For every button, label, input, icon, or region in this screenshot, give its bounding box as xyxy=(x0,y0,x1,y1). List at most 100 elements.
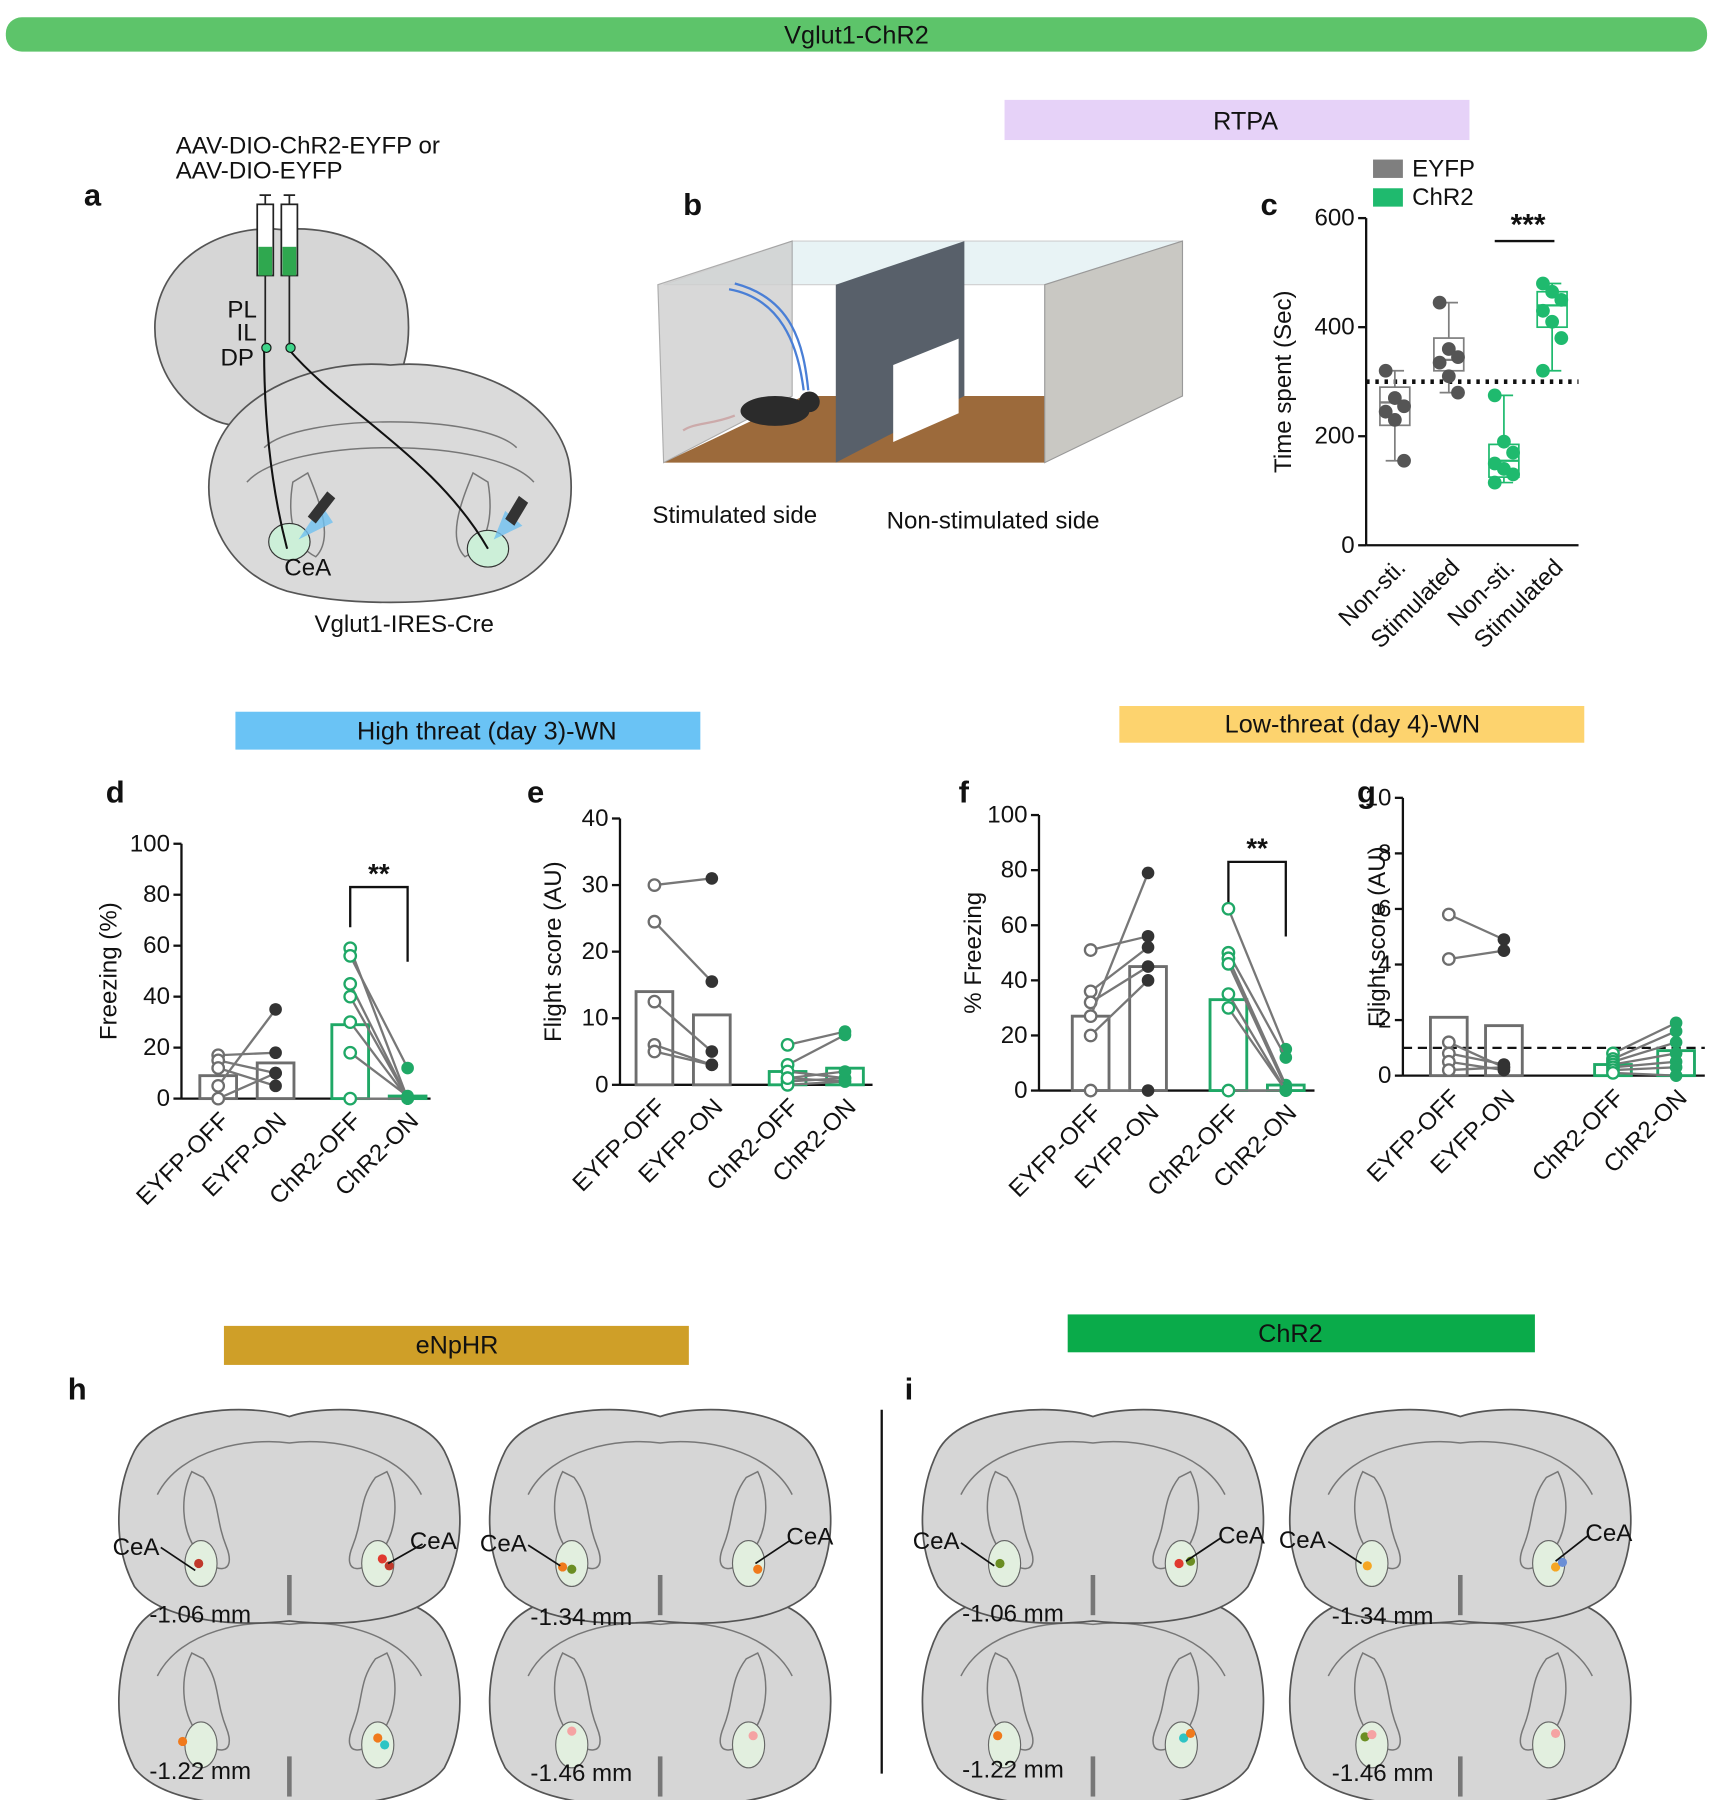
pair-line xyxy=(1227,963,1287,1089)
data-point xyxy=(1378,404,1393,419)
significance: ** xyxy=(368,858,390,889)
legend-label: EYFP xyxy=(1412,155,1475,182)
pair-line xyxy=(1089,872,1150,1017)
y-tick-label: 60 xyxy=(1001,912,1028,939)
data-point xyxy=(1554,331,1569,345)
panel-letter: f xyxy=(959,775,970,810)
atlas-i xyxy=(921,1408,1632,1800)
panel-letter: a xyxy=(84,178,102,213)
point-off xyxy=(1441,1063,1456,1077)
pair-line xyxy=(217,1008,277,1087)
y-tick-label: 0 xyxy=(1378,1062,1391,1089)
pair-line xyxy=(1612,1052,1677,1066)
point-off xyxy=(780,1037,795,1052)
point-off xyxy=(1083,1009,1098,1024)
region-label: IL xyxy=(237,319,257,346)
pair-line xyxy=(218,1051,276,1057)
data-point xyxy=(1487,388,1502,403)
banner xyxy=(235,711,701,750)
y-tick-label: 100 xyxy=(130,830,170,857)
atlas-h xyxy=(117,1408,832,1800)
target-label: CeA xyxy=(284,555,332,582)
pair-line xyxy=(349,1021,409,1100)
data-point xyxy=(1487,475,1502,490)
y-tick-label: 200 xyxy=(1314,423,1354,450)
panel-letter: d xyxy=(106,775,125,810)
pair-line xyxy=(1612,1060,1677,1069)
data-point xyxy=(1441,342,1456,356)
point-on xyxy=(838,1028,852,1042)
point-off xyxy=(211,1091,226,1106)
y-tick-label: 20 xyxy=(582,938,609,965)
banner-text: eNpHR xyxy=(416,1331,499,1359)
point-off xyxy=(1221,956,1236,971)
y-axis-label: % Freezing xyxy=(960,892,987,1014)
point-on xyxy=(1141,940,1155,954)
point-off xyxy=(1083,1083,1098,1098)
point-on xyxy=(838,1065,852,1078)
legend-label: ChR2 xyxy=(1412,184,1474,211)
point-on xyxy=(1497,944,1511,957)
point-off xyxy=(647,878,662,892)
y-axis-label: Freezing (%) xyxy=(96,902,123,1040)
y-tick-label: 4 xyxy=(1378,951,1391,978)
figure-title: Vglut1-ChR2 xyxy=(784,22,929,50)
data-point xyxy=(1536,363,1550,378)
y-tick-label: 30 xyxy=(582,872,609,899)
data-point xyxy=(1506,467,1520,482)
point-on xyxy=(269,1003,282,1016)
legend-swatch xyxy=(1373,159,1403,178)
point-off xyxy=(343,1045,358,1060)
significance: *** xyxy=(1511,209,1546,242)
pair-line xyxy=(787,1033,846,1066)
data-point xyxy=(1432,355,1447,370)
pair-line xyxy=(1090,965,1149,1004)
level-label: -1.06 mm xyxy=(962,1601,1064,1628)
point-on xyxy=(1669,1024,1683,1038)
side-label: Non-stimulated side xyxy=(887,508,1100,535)
point-off xyxy=(780,1071,795,1086)
pair-line xyxy=(787,1070,846,1080)
banner xyxy=(1119,705,1585,743)
banner xyxy=(1004,99,1470,141)
data-point xyxy=(1554,293,1569,307)
pair-line xyxy=(1227,1007,1287,1092)
cea-label: CeA xyxy=(113,1534,161,1561)
data-point xyxy=(1397,399,1411,414)
y-tick-label: 2 xyxy=(1378,1007,1391,1034)
point-on xyxy=(1669,1035,1683,1049)
pair-line xyxy=(1089,979,1149,1037)
pair-line xyxy=(787,1077,846,1083)
pair-line xyxy=(1089,946,1149,993)
pair-line xyxy=(654,877,712,887)
data-point xyxy=(1441,369,1456,384)
point-off xyxy=(1441,1035,1456,1050)
y-tick-label: 10 xyxy=(1365,784,1392,811)
y-tick-label: 6 xyxy=(1378,895,1391,922)
cea-label: CeA xyxy=(1279,1527,1327,1554)
point-off xyxy=(1221,1001,1236,1015)
banner xyxy=(223,1325,689,1365)
y-axis-label: Time spent (Sec) xyxy=(1270,290,1297,473)
title-banner xyxy=(5,17,1708,52)
banner-text: RTPA xyxy=(1213,108,1278,136)
banner-text: High threat (day 3)-WN xyxy=(357,717,617,745)
pair-line xyxy=(217,1066,276,1087)
point-on xyxy=(1141,960,1155,973)
pair-line xyxy=(1612,1066,1677,1072)
panel-letter: g xyxy=(1357,775,1376,810)
y-tick-label: 40 xyxy=(582,805,609,832)
point-off xyxy=(343,1091,358,1106)
data-point xyxy=(1497,434,1511,449)
point-off xyxy=(647,1044,662,1059)
point-on xyxy=(269,1046,282,1060)
data-point xyxy=(1397,453,1411,468)
pair-line xyxy=(1448,1066,1504,1072)
pair-line xyxy=(1448,949,1505,961)
pair-line xyxy=(654,1050,713,1066)
panel-letter: i xyxy=(905,1372,914,1407)
y-tick-label: 0 xyxy=(595,1071,608,1098)
point-off xyxy=(1221,987,1236,1002)
data-point xyxy=(1451,350,1465,365)
